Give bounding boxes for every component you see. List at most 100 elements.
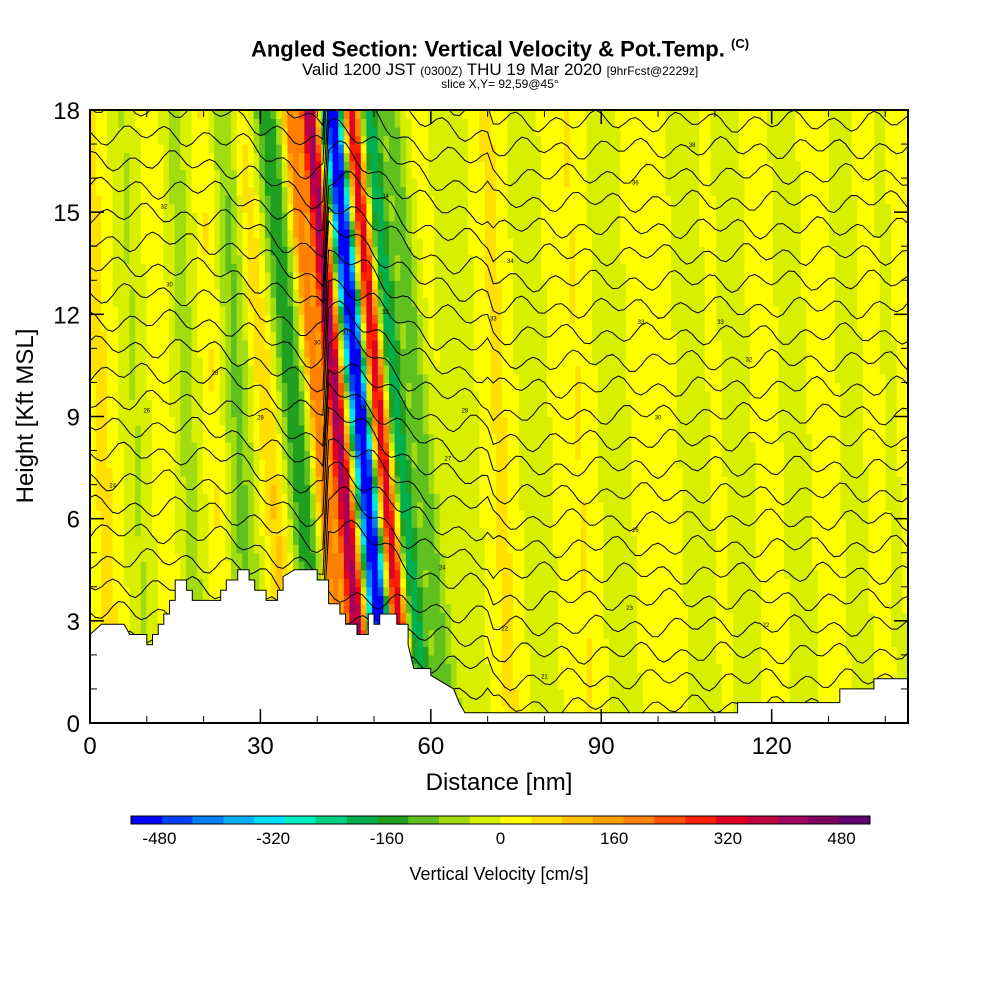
- velocity-cell: [687, 612, 695, 622]
- velocity-cell: [253, 552, 260, 562]
- velocity-cell: [530, 544, 537, 554]
- velocity-cell: [586, 518, 593, 528]
- velocity-cell: [806, 544, 813, 554]
- velocity-cell: [129, 620, 136, 630]
- velocity-cell: [687, 476, 695, 486]
- velocity-cell: [671, 484, 678, 494]
- velocity-cell: [693, 544, 700, 554]
- velocity-cell: [247, 510, 255, 520]
- velocity-cell: [704, 501, 712, 511]
- velocity-cell: [264, 450, 272, 460]
- velocity-cell: [699, 680, 706, 690]
- velocity-cell: [535, 476, 542, 486]
- velocity-cell: [253, 450, 260, 460]
- velocity-cell: [614, 501, 621, 511]
- velocity-cell: [191, 425, 198, 435]
- velocity-cell: [518, 569, 525, 579]
- velocity-cell: [112, 612, 119, 622]
- velocity-cell: [496, 527, 503, 537]
- velocity-cell: [840, 467, 847, 477]
- velocity-cell: [394, 493, 401, 503]
- velocity-cell: [558, 595, 565, 605]
- velocity-cell: [766, 680, 774, 690]
- velocity-cell: [338, 450, 345, 460]
- velocity-cell: [693, 637, 700, 647]
- velocity-cell: [862, 518, 870, 528]
- velocity-cell: [484, 484, 492, 494]
- velocity-cell: [733, 484, 740, 494]
- velocity-cell: [817, 629, 824, 639]
- velocity-cell: [411, 467, 418, 477]
- velocity-cell: [603, 518, 610, 528]
- velocity-cell: [315, 459, 322, 469]
- velocity-cell: [744, 493, 751, 503]
- velocity-cell: [530, 620, 537, 630]
- velocity-cell: [140, 467, 148, 477]
- velocity-cell: [546, 527, 554, 537]
- velocity-cell: [806, 561, 813, 571]
- velocity-cell: [823, 612, 830, 622]
- velocity-cell: [310, 425, 317, 435]
- velocity-cell: [219, 535, 226, 545]
- velocity-cell: [259, 535, 266, 545]
- velocity-cell: [868, 484, 875, 494]
- velocity-cell: [575, 586, 582, 596]
- velocity-cell: [603, 433, 610, 443]
- velocity-cell: [242, 527, 249, 537]
- velocity-cell: [490, 586, 497, 596]
- velocity-cell: [851, 535, 858, 545]
- velocity-cell: [682, 612, 689, 622]
- velocity-cell: [338, 535, 345, 545]
- velocity-cell: [778, 680, 785, 690]
- velocity-cell: [817, 561, 824, 571]
- velocity-cell: [885, 493, 892, 503]
- velocity-cell: [417, 663, 424, 673]
- velocity-cell: [456, 535, 463, 545]
- velocity-cell: [648, 484, 655, 494]
- velocity-cell: [829, 671, 836, 682]
- velocity-cell: [157, 493, 164, 503]
- velocity-cell: [857, 510, 864, 520]
- velocity-cell: [586, 646, 593, 656]
- velocity-cell: [761, 654, 768, 664]
- velocity-cell: [659, 484, 667, 494]
- velocity-cell: [761, 518, 768, 528]
- velocity-cell: [597, 637, 604, 647]
- velocity-cell: [733, 654, 740, 664]
- velocity-cell: [637, 646, 644, 656]
- velocity-cell: [840, 646, 847, 656]
- velocity-cell: [524, 561, 531, 571]
- velocity-cell: [834, 620, 841, 630]
- velocity-cell: [575, 680, 582, 690]
- velocity-cell: [558, 518, 565, 528]
- velocity-cell: [823, 561, 830, 571]
- velocity-cell: [247, 476, 255, 486]
- velocity-cell: [214, 467, 221, 477]
- velocity-cell: [823, 620, 830, 630]
- velocity-cell: [862, 612, 870, 622]
- velocity-cell: [840, 433, 847, 443]
- velocity-cell: [823, 629, 830, 639]
- velocity-cell: [281, 459, 289, 469]
- velocity-cell: [287, 544, 294, 554]
- velocity-cell: [236, 450, 243, 460]
- velocity-cell: [456, 569, 463, 579]
- velocity-cell: [750, 467, 757, 477]
- velocity-cell: [422, 578, 430, 588]
- velocity-cell: [214, 586, 221, 596]
- velocity-cell: [693, 646, 700, 656]
- velocity-cell: [891, 467, 898, 477]
- velocity-cell: [332, 493, 339, 503]
- velocity-cell: [727, 510, 734, 520]
- velocity-cell: [586, 620, 593, 630]
- velocity-cell: [648, 697, 655, 707]
- velocity-cell: [834, 569, 841, 579]
- velocity-cell: [366, 527, 373, 537]
- velocity-cell: [631, 654, 638, 664]
- velocity-cell: [755, 561, 762, 571]
- velocity-cell: [332, 433, 339, 443]
- velocity-cell: [180, 467, 187, 477]
- velocity-cell: [862, 552, 870, 562]
- velocity-cell: [417, 578, 424, 588]
- velocity-cell: [417, 654, 424, 664]
